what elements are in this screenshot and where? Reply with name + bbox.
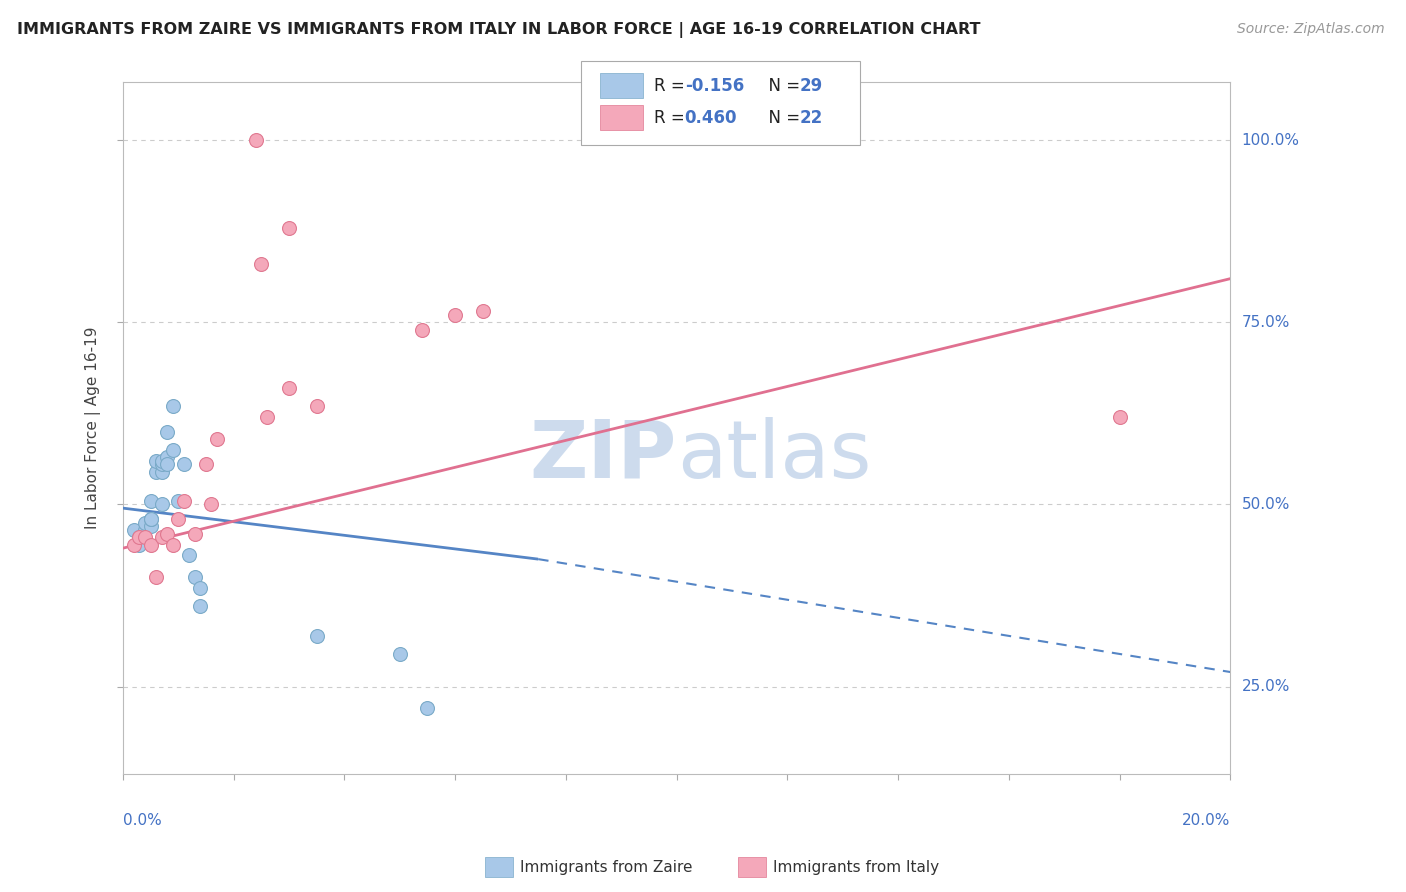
Point [245,133,267,147]
Point [173,493,195,508]
Point [256,410,278,425]
Text: Immigrants from Zaire: Immigrants from Zaire [520,860,693,874]
Text: atlas: atlas [676,417,872,495]
Point [184,526,207,541]
Point [122,523,145,537]
Point [250,257,273,271]
Y-axis label: In Labor Force | Age 16-19: In Labor Force | Age 16-19 [86,326,101,529]
Point [305,629,328,643]
Text: 29: 29 [800,77,824,95]
Point [139,512,162,526]
Point [305,399,328,413]
Text: Immigrants from Italy: Immigrants from Italy [773,860,939,874]
Point [444,308,467,322]
Point [167,512,190,526]
Text: ZIP: ZIP [530,417,676,495]
Point [471,304,494,318]
Text: 0.0%: 0.0% [122,813,162,828]
Point [150,454,173,468]
Point [388,647,411,661]
Text: N =: N = [758,77,806,95]
Text: 100.0%: 100.0% [1241,133,1299,148]
Point [145,570,167,584]
Point [156,450,179,464]
Point [190,581,212,595]
Text: Source: ZipAtlas.com: Source: ZipAtlas.com [1237,22,1385,37]
Point [162,442,184,457]
Point [162,537,184,551]
Point [411,323,433,337]
Text: 20.0%: 20.0% [1182,813,1230,828]
Point [139,537,162,551]
Point [150,458,173,472]
Point [1108,410,1130,425]
Point [184,570,207,584]
Text: 50.0%: 50.0% [1241,497,1289,512]
Point [139,512,162,526]
Text: R =: R = [654,77,690,95]
Text: N =: N = [758,109,806,127]
Point [162,399,184,413]
Text: 25.0%: 25.0% [1241,679,1289,694]
Point [205,432,228,446]
Point [200,498,222,512]
Point [134,516,156,530]
Text: -0.156: -0.156 [685,77,744,95]
Text: 75.0%: 75.0% [1241,315,1289,330]
Text: R =: R = [654,109,690,127]
Text: IMMIGRANTS FROM ZAIRE VS IMMIGRANTS FROM ITALY IN LABOR FORCE | AGE 16-19 CORREL: IMMIGRANTS FROM ZAIRE VS IMMIGRANTS FROM… [17,22,980,38]
Point [156,458,179,472]
Point [145,454,167,468]
Point [134,530,156,544]
Text: 0.460: 0.460 [685,109,737,127]
Point [145,465,167,479]
Point [156,425,179,439]
Point [122,537,145,551]
Point [128,537,150,551]
Point [134,523,156,537]
Point [156,526,179,541]
Point [194,458,217,472]
Point [173,458,195,472]
Text: 22: 22 [800,109,824,127]
Point [278,220,301,235]
Point [278,381,301,395]
Point [150,498,173,512]
Point [150,530,173,544]
Point [190,599,212,614]
Point [416,701,439,715]
Point [128,530,150,544]
Point [128,530,150,544]
Point [179,549,201,563]
Point [167,493,190,508]
Point [139,493,162,508]
Point [139,519,162,533]
Point [150,465,173,479]
